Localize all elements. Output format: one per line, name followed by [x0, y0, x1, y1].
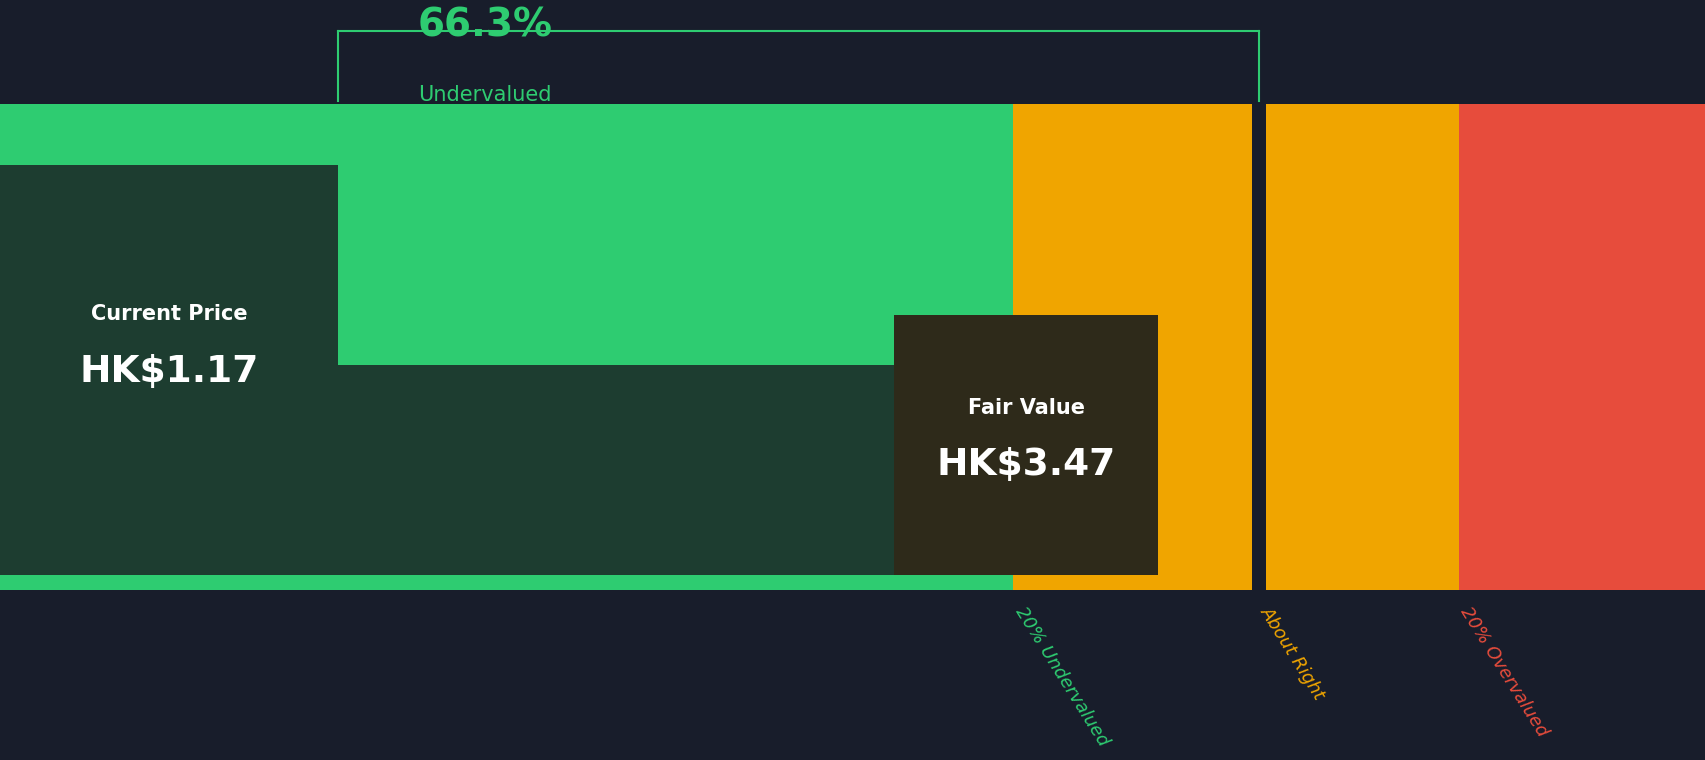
Bar [1013, 119, 1458, 365]
Text: Current Price: Current Price [90, 304, 247, 324]
Text: About Right: About Right [1257, 603, 1328, 703]
Bar [1458, 365, 1705, 575]
Bar [0, 575, 1013, 590]
Bar [893, 315, 1158, 575]
Bar [1013, 365, 1458, 575]
Bar [0, 104, 1013, 119]
Bar [1013, 104, 1458, 119]
Bar [0, 165, 338, 538]
Text: 66.3%: 66.3% [418, 7, 552, 45]
Text: Undervalued: Undervalued [418, 85, 551, 105]
Bar [1013, 575, 1458, 590]
Bar [0, 119, 1013, 365]
Bar [1458, 575, 1705, 590]
Bar [1458, 104, 1705, 119]
Bar [1251, 104, 1265, 590]
Text: 20% Undervalued: 20% Undervalued [1011, 603, 1112, 749]
Text: HK$1.17: HK$1.17 [78, 354, 259, 390]
Text: HK$3.47: HK$3.47 [936, 448, 1115, 483]
Text: Fair Value: Fair Value [967, 397, 1084, 417]
Bar [1458, 119, 1705, 365]
Bar [0, 365, 1013, 575]
Text: 20% Overvalued: 20% Overvalued [1456, 603, 1550, 739]
